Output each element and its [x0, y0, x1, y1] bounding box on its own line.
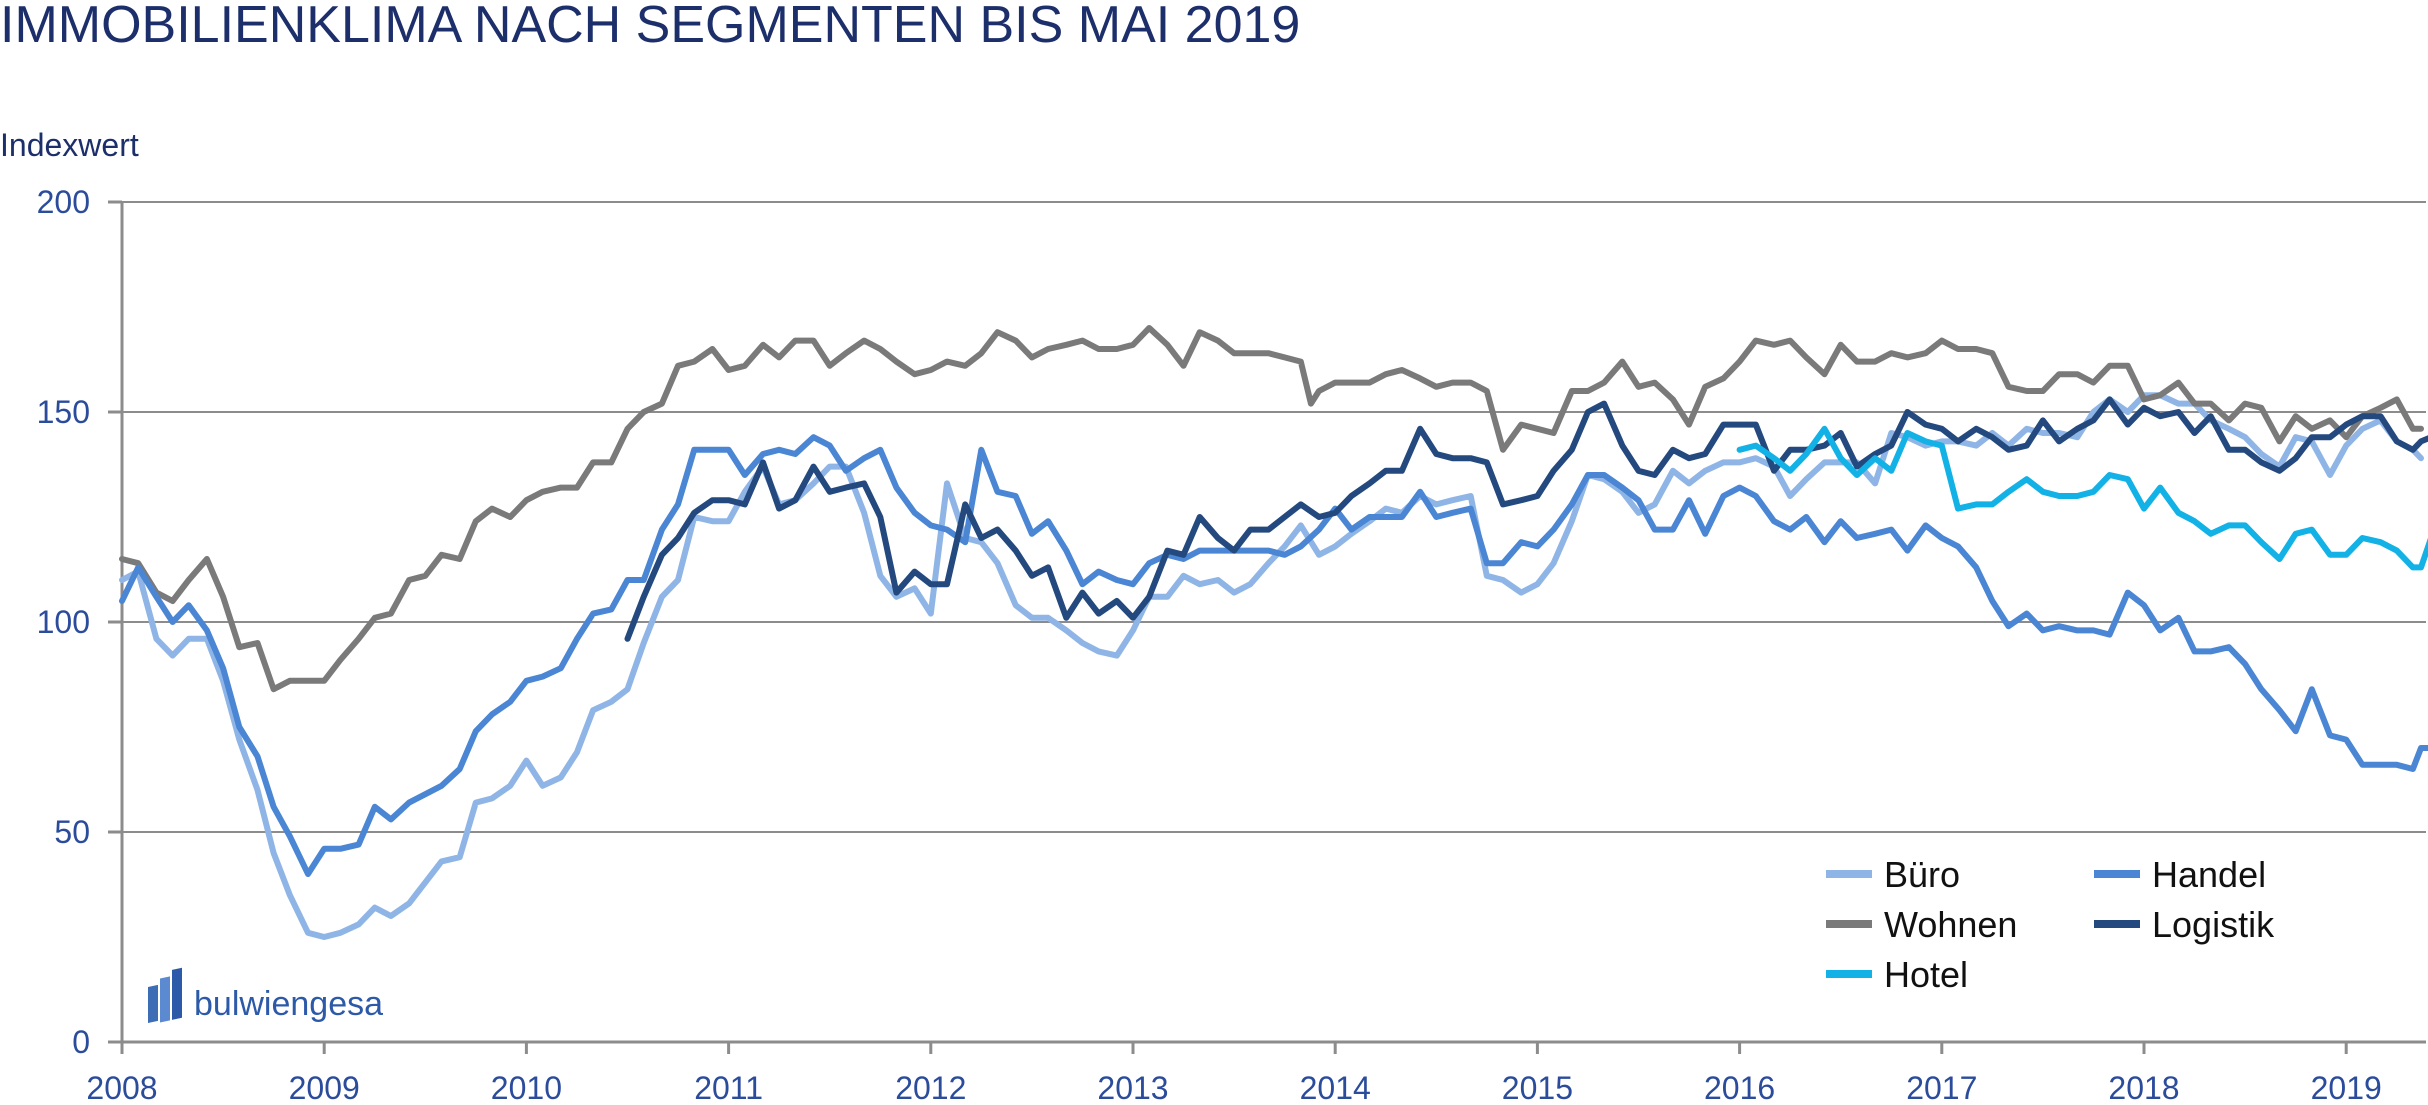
legend-label-hotel: Hotel	[1884, 954, 1968, 995]
x-tick-label-2017: 2017	[1906, 1070, 1977, 1105]
y-tick-label-200: 200	[37, 184, 90, 220]
legend-label-wohnen: Wohnen	[1884, 904, 2017, 945]
series-line-handel	[119, 434, 2428, 877]
series-line-logistik	[624, 396, 2428, 642]
chart-title: IMMOBILIENKLIMA NACH SEGMENTEN BIS MAI 2…	[0, 0, 1300, 54]
gridlines	[122, 201, 2426, 833]
series-line-wohnen	[119, 325, 2424, 693]
logo-text: bulwiengesa	[194, 985, 383, 1023]
x-tick-label-2019: 2019	[2311, 1070, 2382, 1105]
bulwiengesa-logo: bulwiengesa	[148, 967, 383, 1023]
x-tick-label-2016: 2016	[1704, 1070, 1775, 1105]
legend-label-logistik: Logistik	[2152, 904, 2275, 945]
y-tick-label-0: 0	[72, 1024, 90, 1060]
legend: Büro Handel Wohnen Logistik Hotel	[1826, 854, 2275, 995]
legend-label-büro: Büro	[1884, 854, 1960, 895]
x-tick-label-2014: 2014	[1300, 1070, 1371, 1105]
axes	[108, 200, 2426, 1054]
y-tick-label-150: 150	[37, 394, 90, 430]
x-tick-labels: 2008 2009 2010 2011 2012 2013 2014 2015 2016 2017…	[86, 1070, 2381, 1105]
x-tick-label-2015: 2015	[1502, 1070, 1573, 1105]
plot-area	[119, 325, 2428, 940]
legend-label-handel: Handel	[2152, 854, 2266, 895]
x-tick-label-2009: 2009	[289, 1070, 360, 1105]
series-line-hotel	[1736, 425, 2428, 571]
y-axis-label: Indexwert	[0, 127, 139, 163]
y-tick-label-50: 50	[54, 814, 90, 850]
x-tick-label-2008: 2008	[86, 1070, 157, 1105]
series-line-büro	[119, 392, 2424, 940]
x-tick-label-2010: 2010	[491, 1070, 562, 1105]
x-tick-label-2011: 2011	[694, 1070, 763, 1105]
y-tick-labels: 0 50 100 150 200	[37, 184, 90, 1060]
x-tick-label-2012: 2012	[895, 1070, 966, 1105]
y-tick-label-100: 100	[37, 604, 90, 640]
x-tick-label-2018: 2018	[2108, 1070, 2179, 1105]
x-tick-label-2013: 2013	[1097, 1070, 1168, 1105]
